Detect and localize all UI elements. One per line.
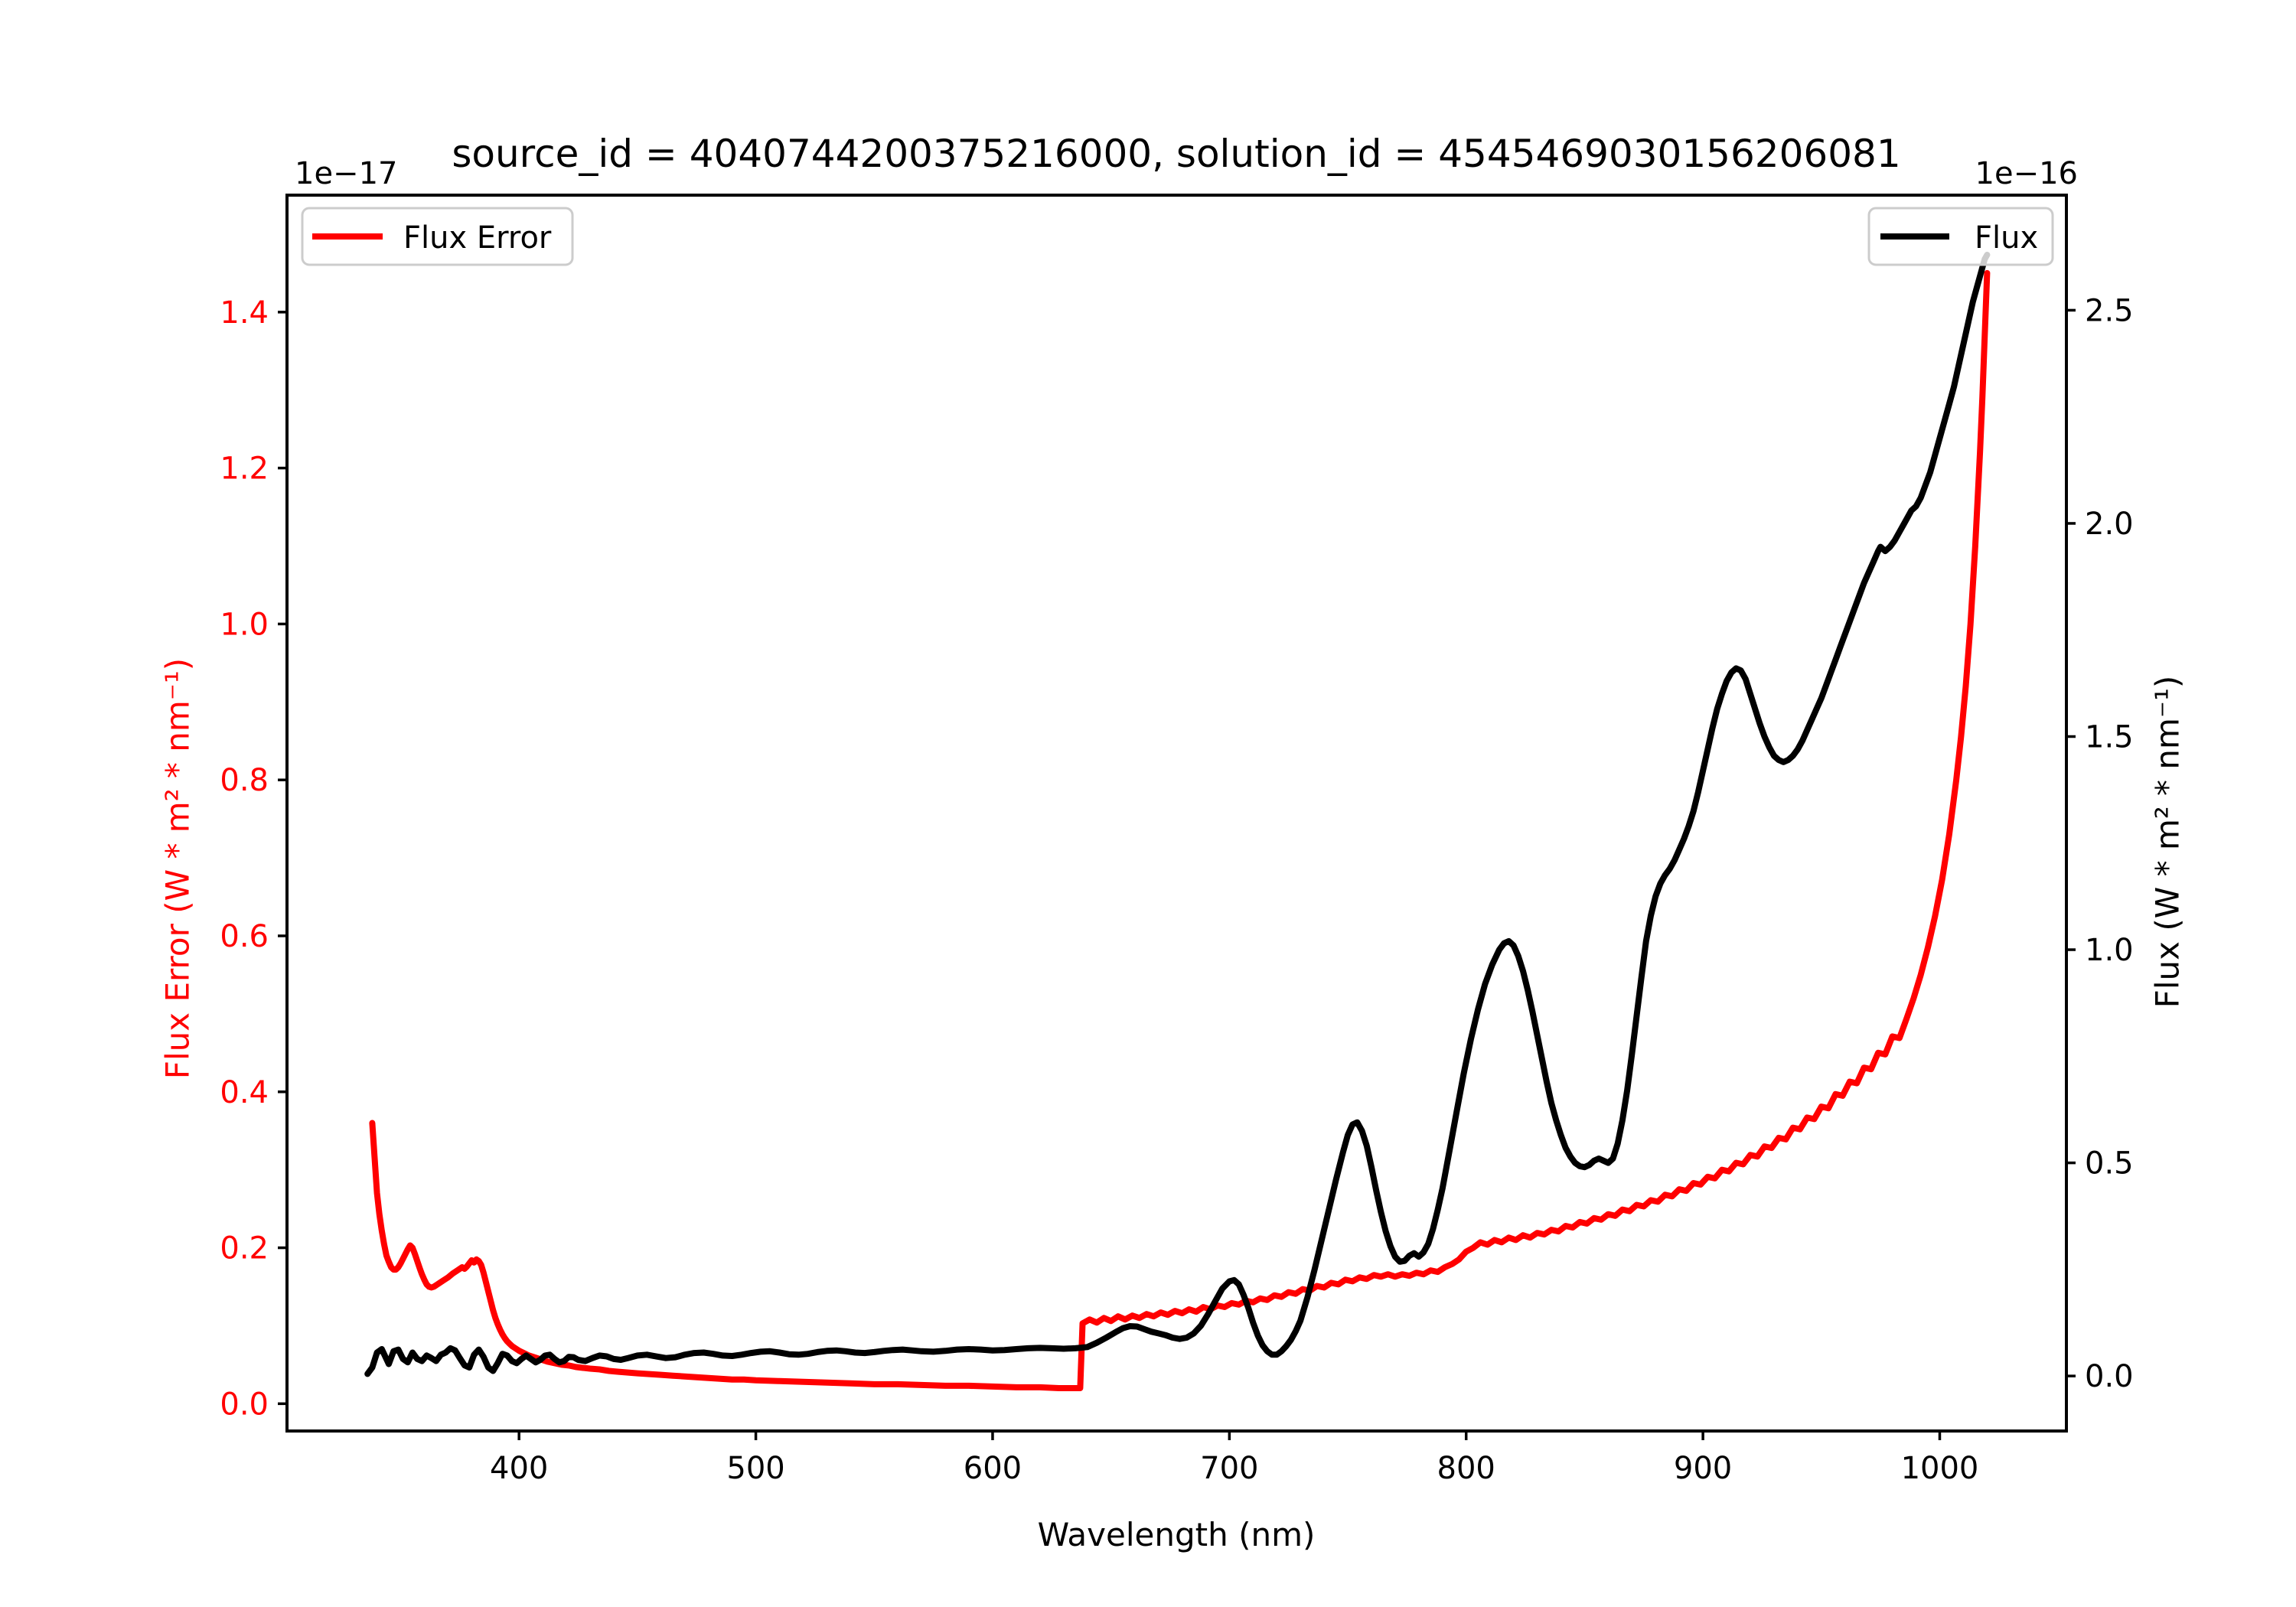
flux-curve (364, 252, 1991, 1377)
y-left-offset-text: 1e−17 (295, 156, 397, 191)
x-axis-label: Wavelength (nm) (1038, 1516, 1316, 1553)
y-left-tick-label: 0.2 (220, 1231, 269, 1266)
y-left-axis-label: Flux Error (W * m² * nm⁻¹) (159, 658, 197, 1079)
legend-flux-label: Flux (1975, 220, 2038, 256)
y-left-tick-label: 1.0 (220, 607, 269, 642)
y-right-tick-label: 2.0 (2085, 507, 2134, 542)
x-tick-label: 1000 (1901, 1451, 1979, 1486)
y-right-tick-label: 1.0 (2085, 933, 2134, 968)
legend-flux-error: Flux Error (301, 207, 574, 266)
x-tick-label: 700 (1200, 1451, 1258, 1486)
flux-error-curve (369, 269, 1991, 1391)
legend-flux: Flux (1867, 207, 2054, 266)
x-tick-label: 500 (726, 1451, 784, 1486)
y-right-tick-label: 0.0 (2085, 1359, 2134, 1394)
x-tick-label: 400 (490, 1451, 548, 1486)
y-right-axis-label: Flux (W * m² * nm⁻¹) (2149, 676, 2187, 1009)
chart-title: source_id = 4040744200375216000, solutio… (452, 132, 1900, 176)
legend-flux-box (1867, 207, 2054, 266)
y-left-tick-label: 1.2 (220, 451, 269, 487)
x-tick-label: 600 (964, 1451, 1022, 1486)
x-tick-label: 800 (1437, 1451, 1495, 1486)
y-left-tick-label: 0.8 (220, 763, 269, 798)
y-right-tick-label: 2.5 (2085, 293, 2134, 328)
axes: 400 500 600 700 800 900 1000 0.0 0.2 0.4 0.6 0.8 1.0… (220, 194, 2134, 1486)
plot-frame (285, 194, 2068, 1433)
y-right-tick-label: 0.5 (2085, 1146, 2134, 1182)
legend-flux-error-box (301, 207, 574, 266)
y-right-tick-label: 1.5 (2085, 720, 2134, 755)
y-left-tick-label: 0.0 (220, 1387, 269, 1422)
x-tick-label: 900 (1674, 1451, 1732, 1486)
y-left-tick-label: 0.4 (220, 1075, 269, 1110)
y-left-tick-label: 1.4 (220, 295, 269, 331)
y-left-tick-label: 0.6 (220, 919, 269, 954)
legend-flux-error-label: Flux Error (403, 220, 552, 256)
curves (364, 252, 1991, 1391)
y-right-offset-text: 1e−16 (1975, 156, 2078, 191)
